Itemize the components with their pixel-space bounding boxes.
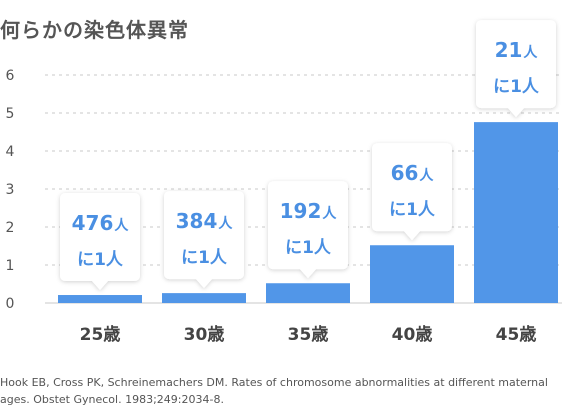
callout-ratio: に1人: [493, 77, 540, 97]
callout-unit: 人: [114, 217, 129, 234]
y-tick-label: 3: [6, 182, 15, 198]
bar: [162, 293, 246, 303]
callout-unit: 人: [523, 44, 538, 61]
bar: [370, 245, 454, 303]
callout-bubble: [476, 20, 556, 118]
callout-bubble: [372, 143, 452, 241]
callout-number: 384: [176, 209, 218, 233]
x-axis-categories: 25歳 30歳 35歳 40歳 45歳: [80, 324, 537, 345]
bar: [58, 295, 142, 303]
source-citation: Hook EB, Cross PK, Schreinemachers DM. R…: [0, 376, 548, 406]
callout-bubble: [60, 193, 140, 291]
callout-ratio: に1人: [285, 238, 332, 258]
category-label: 40歳: [392, 324, 433, 345]
chart-title: 何らかの染色体異常: [0, 18, 189, 42]
callout-ratio: に1人: [77, 250, 124, 270]
y-tick-label: 0: [6, 296, 15, 312]
category-label: 25歳: [80, 324, 121, 345]
callout-unit: 人: [419, 167, 434, 184]
y-tick-label: 6: [6, 68, 15, 84]
y-tick-label: 1: [6, 258, 15, 274]
category-label: 35歳: [288, 324, 329, 345]
callout-count: 66人: [391, 161, 435, 185]
category-label: 45歳: [496, 324, 537, 345]
callout-unit: 人: [218, 215, 233, 232]
callout-count: 192人: [280, 199, 338, 223]
callout-bubble: [268, 181, 348, 279]
callout-ratio: に1人: [181, 248, 228, 268]
callout-number: 192: [280, 199, 322, 223]
y-tick-label: 5: [6, 106, 15, 122]
callout-bubble: [164, 191, 244, 289]
bars: [58, 122, 558, 304]
callout-count: 384人: [176, 209, 234, 233]
callout-number: 476: [72, 211, 114, 235]
callout-number: 21: [495, 38, 523, 62]
bar: [474, 122, 558, 304]
callout-number: 66: [391, 161, 419, 185]
callout-count: 21人: [495, 38, 539, 62]
bar: [266, 283, 350, 303]
callout-ratio: に1人: [389, 200, 436, 220]
callout-unit: 人: [322, 205, 337, 222]
y-tick-label: 4: [6, 144, 15, 160]
y-axis-ticks: 0 1 2 3 4 5 6: [6, 68, 15, 312]
category-label: 30歳: [184, 324, 225, 345]
y-tick-label: 2: [6, 220, 15, 236]
callout-count: 476人: [72, 211, 130, 235]
